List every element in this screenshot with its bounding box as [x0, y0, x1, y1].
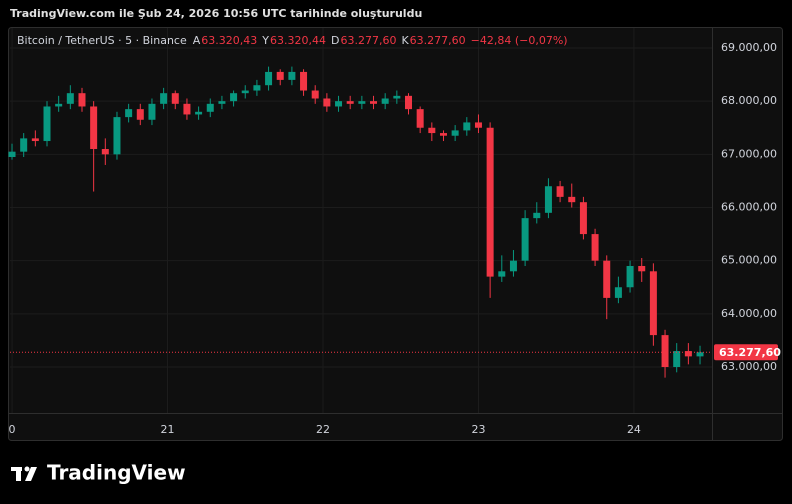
x-tick-label: 0	[9, 423, 16, 436]
y-tick-label: 69.000,00	[721, 41, 777, 54]
candle-body	[416, 109, 424, 128]
x-tick-label: 21	[161, 423, 175, 436]
candle-body	[498, 271, 506, 277]
candle-body	[463, 122, 471, 131]
legend-text: K	[401, 34, 409, 47]
candle-body	[544, 186, 552, 213]
candle-body	[439, 133, 447, 136]
candle-body	[451, 130, 459, 136]
plot	[8, 28, 712, 413]
last-price-box	[714, 344, 778, 361]
legend: Bitcoin / TetherUS · 5 · Binance A 63.320,…	[17, 34, 568, 47]
candle-body	[579, 202, 587, 235]
candle-body	[614, 287, 622, 298]
logo-icon	[16, 467, 21, 481]
candle-body	[405, 95, 412, 110]
candle-body	[171, 93, 179, 104]
candle-body	[649, 271, 657, 336]
candle-body	[696, 352, 704, 357]
candle-body	[288, 71, 296, 80]
legend-text: A	[193, 34, 201, 47]
legend-text: Y	[261, 34, 269, 47]
y-tick-label: 65.000,00	[721, 254, 777, 267]
candle-body	[509, 260, 517, 272]
candle-body	[195, 111, 203, 115]
candle-body	[335, 101, 343, 107]
candle-body	[125, 109, 133, 118]
candle-body	[113, 117, 121, 155]
candle-body	[661, 335, 669, 368]
panel	[8, 27, 783, 441]
candle-body	[346, 101, 354, 104]
candle-body	[568, 196, 576, 203]
candle-body	[521, 218, 529, 261]
x-tick-label: 23	[471, 423, 485, 436]
candle-body	[253, 85, 261, 91]
candle-body	[218, 101, 226, 104]
candle-body	[90, 106, 98, 150]
candle-body	[673, 351, 681, 368]
logo-icon	[25, 467, 37, 481]
candle-body	[31, 138, 39, 142]
header: TradingView.com ile Şub 24, 2026 10:56 U…	[10, 7, 422, 20]
candle-body	[276, 71, 284, 80]
candle-body	[148, 103, 156, 120]
candle-body	[358, 101, 366, 104]
legend-text: 63.277,60	[410, 34, 466, 47]
y-tick-label: 66.000,00	[721, 201, 777, 214]
candle-body	[43, 106, 51, 142]
candle-body	[428, 127, 436, 134]
candle-body	[381, 98, 389, 104]
candle-body	[591, 234, 599, 261]
candle-body	[311, 90, 319, 99]
candle-body	[206, 103, 214, 112]
legend-text: 63.277,60	[340, 34, 396, 47]
candle-body	[241, 90, 249, 94]
candle-body	[393, 95, 401, 99]
legend-text: Bitcoin / TetherUS · 5 · Binance	[17, 34, 187, 47]
legend-text: 63.320,44	[270, 34, 326, 47]
candle-body	[626, 265, 634, 288]
candle-body	[323, 98, 331, 107]
logo-text: TradingView	[47, 461, 186, 485]
candle-body	[556, 186, 564, 197]
legend-text: 63.320,43	[201, 34, 257, 47]
candle-body	[230, 93, 238, 102]
candle-body	[300, 71, 308, 91]
candle-body	[684, 351, 692, 357]
candle-body	[603, 260, 611, 298]
candle-body	[370, 101, 378, 104]
x-tick-label: 22	[316, 423, 330, 436]
logo-icon	[24, 466, 30, 472]
y-tick-label: 68.000,00	[721, 94, 777, 107]
candle-body	[533, 212, 541, 219]
candle-body	[101, 149, 109, 155]
candle-body	[183, 103, 191, 115]
candle-body	[55, 103, 63, 107]
candle-body	[20, 138, 28, 152]
candle-body	[265, 71, 273, 86]
y-tick-label: 64.000,00	[721, 307, 777, 320]
y-tick-label: 63.000,00	[721, 360, 777, 373]
last-price-label: 63.277,60	[719, 346, 781, 359]
candle-body	[474, 122, 482, 128]
candle-body	[66, 93, 74, 104]
x-tick-label: 24	[627, 423, 641, 436]
legend-text: D	[331, 34, 339, 47]
candle-body	[160, 93, 168, 104]
legend-text: −42,84 (−0,07%)	[471, 34, 568, 47]
candle-body	[8, 151, 16, 157]
candle-body	[78, 93, 86, 107]
logo: TradingView	[11, 461, 186, 485]
candle-body	[486, 127, 494, 277]
candle-body	[638, 265, 646, 272]
y-tick-label: 67.000,00	[721, 147, 777, 160]
candle-body	[136, 109, 144, 120]
